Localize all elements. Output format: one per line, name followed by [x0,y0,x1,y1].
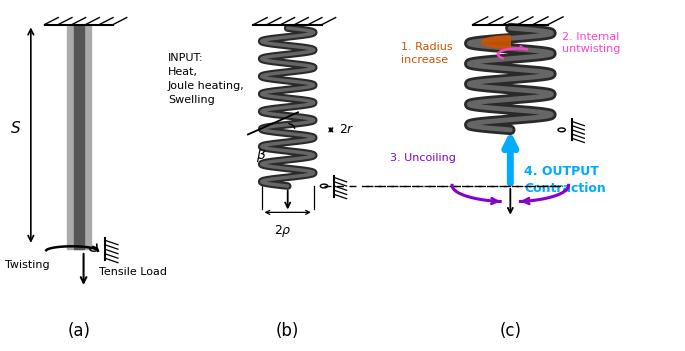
Text: Tensile Load: Tensile Load [99,267,167,277]
Text: 1. Radius
increase: 1. Radius increase [401,42,452,65]
Text: $2r$: $2r$ [339,123,355,137]
Polygon shape [482,36,510,48]
Text: (c): (c) [499,323,521,340]
Text: INPUT:
Heat,
Joule heating,
Swelling: INPUT: Heat, Joule heating, Swelling [168,53,245,105]
Text: (b): (b) [276,323,299,340]
Text: (a): (a) [67,323,90,340]
Text: Twisting: Twisting [5,260,50,270]
Text: $\beta$: $\beta$ [256,146,267,164]
Text: $S$: $S$ [10,120,21,136]
Text: $2\rho$: $2\rho$ [274,223,292,239]
Text: 3. Uncoiling: 3. Uncoiling [390,153,456,163]
Text: 2. Internal
untwisting: 2. Internal untwisting [562,32,620,54]
Text: 4. OUTPUT
Contraction: 4. OUTPUT Contraction [524,165,606,195]
